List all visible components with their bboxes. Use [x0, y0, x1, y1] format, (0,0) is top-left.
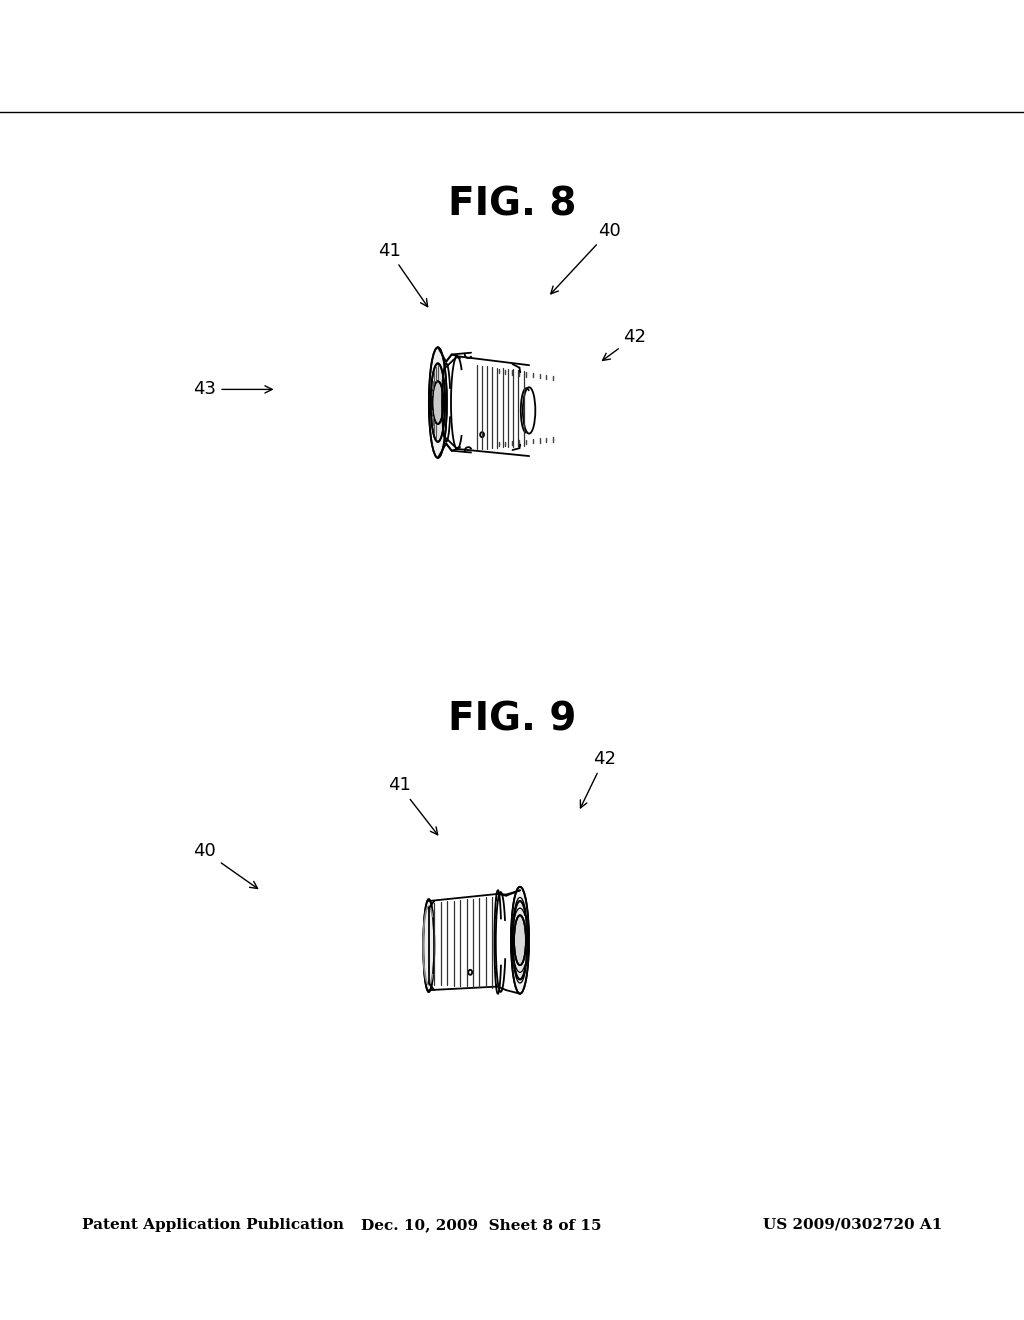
Ellipse shape	[514, 915, 526, 965]
Ellipse shape	[423, 899, 434, 991]
Ellipse shape	[513, 902, 527, 979]
Text: 41: 41	[388, 776, 437, 834]
Text: FIG. 9: FIG. 9	[447, 701, 577, 738]
Text: US 2009/0302720 A1: US 2009/0302720 A1	[763, 1218, 942, 1232]
Ellipse shape	[429, 347, 446, 458]
Text: Dec. 10, 2009  Sheet 8 of 15: Dec. 10, 2009 Sheet 8 of 15	[361, 1218, 601, 1232]
Text: 43: 43	[194, 380, 272, 399]
Ellipse shape	[431, 363, 445, 442]
Text: 42: 42	[602, 327, 646, 360]
Ellipse shape	[432, 381, 443, 424]
Text: 42: 42	[581, 750, 615, 808]
Text: 40: 40	[551, 222, 621, 294]
Text: 41: 41	[378, 242, 428, 306]
Text: Patent Application Publication: Patent Application Publication	[82, 1218, 344, 1232]
Text: 40: 40	[194, 842, 258, 888]
Ellipse shape	[511, 887, 529, 994]
Text: FIG. 8: FIG. 8	[447, 186, 577, 223]
